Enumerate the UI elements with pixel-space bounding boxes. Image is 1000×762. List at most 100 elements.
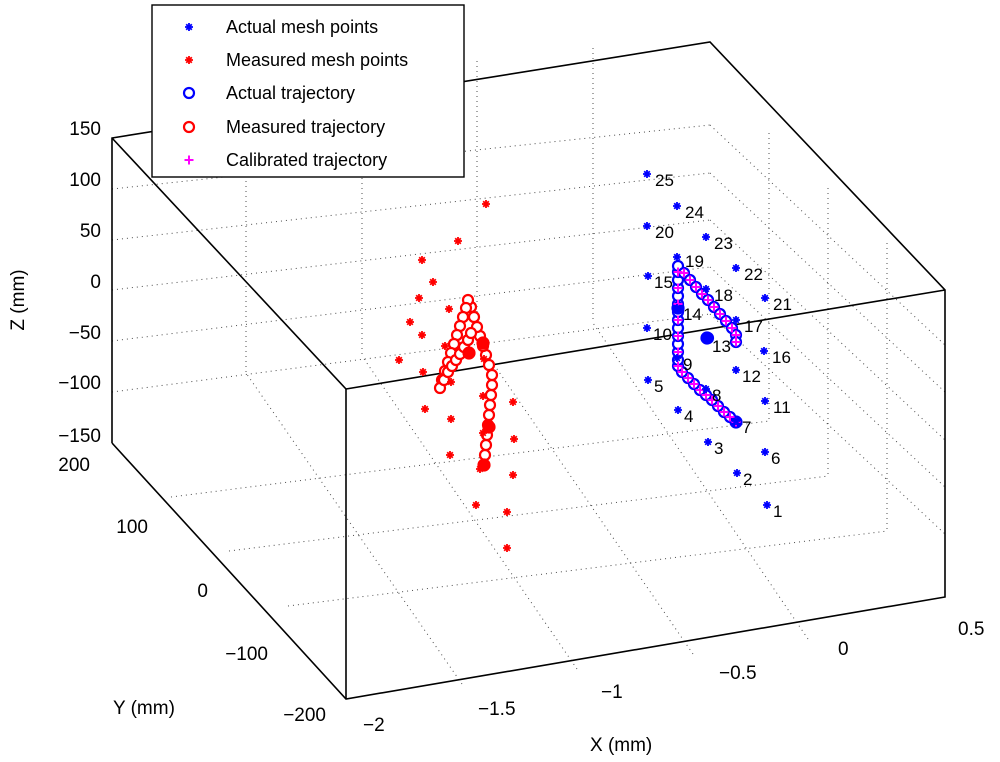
calibrated-trajectory-point <box>679 268 689 278</box>
calibrated-trajectory-point <box>689 379 699 389</box>
legend-marker <box>184 155 194 165</box>
measured-mesh-series <box>395 200 518 552</box>
measured-mesh-point <box>510 435 518 443</box>
legend-box <box>151 4 465 178</box>
mesh-point-label: 10 <box>653 325 672 344</box>
measured-mesh-point <box>421 405 429 413</box>
actual-mesh-point <box>643 222 651 230</box>
actual-mesh-point <box>702 336 710 344</box>
measured-trajectory-point <box>483 398 497 412</box>
legend: Actual mesh points Measured mesh points … <box>151 4 465 178</box>
y-axis-ticks: −200 −100 0 100 200 <box>58 455 326 726</box>
actual-mesh-point <box>760 347 768 355</box>
measured-mesh-point <box>503 544 511 552</box>
actual-mesh-point <box>732 264 740 272</box>
actual-mesh-point <box>732 316 740 324</box>
actual-mesh-point <box>702 285 710 293</box>
actual-mesh-point <box>761 397 769 405</box>
measured-mesh-point <box>418 256 426 264</box>
measured-mesh-point <box>446 451 454 459</box>
actual-mesh-point <box>702 233 710 241</box>
measured-mesh-point <box>480 355 488 363</box>
calibrated-trajectory-point <box>725 412 735 422</box>
x-tick-label: −0.5 <box>719 663 757 684</box>
legend-entry-calibrated-trajectory: Calibrated trajectory <box>184 150 387 170</box>
circle-marker-icon <box>182 86 196 100</box>
legend-label: Measured mesh points <box>226 50 408 70</box>
mesh-point-label: 12 <box>742 367 761 386</box>
asterisk-marker-icon <box>185 56 193 64</box>
y-tick-label: −100 <box>225 644 268 665</box>
mesh-point-label: 17 <box>744 317 763 336</box>
calibrated-trajectory-point <box>677 367 687 377</box>
measured-trajectory-point <box>462 346 476 360</box>
actual-mesh-point <box>732 366 740 374</box>
mesh-point-label: 2 <box>743 470 752 489</box>
calibrated-trajectory-point <box>673 361 683 371</box>
mesh-point-label: 14 <box>683 305 702 324</box>
calibrated-trajectory-point <box>695 385 705 395</box>
actual-mesh-point <box>673 304 681 312</box>
calibrated-trajectory-point <box>721 316 731 326</box>
actual-mesh-point <box>763 501 771 509</box>
mesh-point-label: 3 <box>714 439 723 458</box>
z-tick-label: −150 <box>58 426 101 447</box>
actual-mesh-point <box>673 354 681 362</box>
z-axis-label: Z (mm) <box>8 269 29 330</box>
actual-mesh-point <box>644 272 652 280</box>
measured-trajectory-point <box>479 438 493 452</box>
mesh-point-label: 21 <box>773 295 792 314</box>
calibrated-trajectory-point <box>713 401 723 411</box>
measured-mesh-point <box>418 331 426 339</box>
y-tick-label: −200 <box>283 705 326 726</box>
mesh-point-label: 7 <box>742 418 751 437</box>
calibrated-trajectory-point <box>697 289 707 299</box>
z-tick-label: −50 <box>69 323 101 344</box>
measured-mesh-point <box>509 398 517 406</box>
actual-mesh-point <box>704 438 712 446</box>
calibrated-trajectory-point <box>691 282 701 292</box>
y-tick-label: 0 <box>197 581 208 602</box>
measured-mesh-point <box>454 237 462 245</box>
measured-mesh-point <box>476 465 484 473</box>
measured-trajectory-point <box>485 368 499 382</box>
measured-mesh-point <box>406 318 414 326</box>
measured-trajectory-point <box>485 378 499 392</box>
calibrated-trajectory-point <box>709 302 719 312</box>
measured-mesh-point <box>447 378 455 386</box>
measured-mesh-point <box>447 415 455 423</box>
measured-trajectory-series <box>433 293 499 472</box>
mesh-point-label: 11 <box>773 398 791 417</box>
measured-trajectory-point <box>467 310 481 324</box>
measured-mesh-point <box>445 305 453 313</box>
mesh-point-label: 9 <box>683 355 692 374</box>
mesh-point-label: 6 <box>771 449 780 468</box>
mesh-point-label: 25 <box>655 171 674 190</box>
legend-label: Actual trajectory <box>226 83 355 103</box>
legend-marker <box>185 23 193 31</box>
plus-marker-icon <box>184 155 194 165</box>
mesh-point-label: 1 <box>773 502 782 521</box>
x-tick-label: −2 <box>363 715 385 736</box>
legend-label: Actual mesh points <box>226 17 378 37</box>
mesh-point-label: 13 <box>712 337 731 356</box>
measured-trajectory-point <box>476 336 490 350</box>
mesh-point-label: 18 <box>714 286 733 305</box>
calibrated-trajectory-point <box>673 315 683 325</box>
mesh-point-label: 22 <box>744 265 763 284</box>
calibrated-trajectory-point <box>707 395 717 405</box>
measured-mesh-point <box>472 501 480 509</box>
z-tick-label: 0 <box>90 272 101 293</box>
actual-mesh-point <box>673 253 681 261</box>
calibrated-trajectory-series <box>673 267 741 427</box>
mesh-point-label: 15 <box>654 273 673 292</box>
y-tick-label: 200 <box>58 455 90 476</box>
calibrated-trajectory-point <box>683 373 693 383</box>
mesh-point-labels: 1234567891011121314151617181920212223242… <box>653 171 792 521</box>
measured-trajectory-point <box>482 408 496 422</box>
calibrated-trajectory-point <box>673 347 683 357</box>
calibrated-trajectory-point <box>673 283 683 293</box>
actual-mesh-series <box>643 170 771 509</box>
measured-mesh-point <box>479 392 487 400</box>
